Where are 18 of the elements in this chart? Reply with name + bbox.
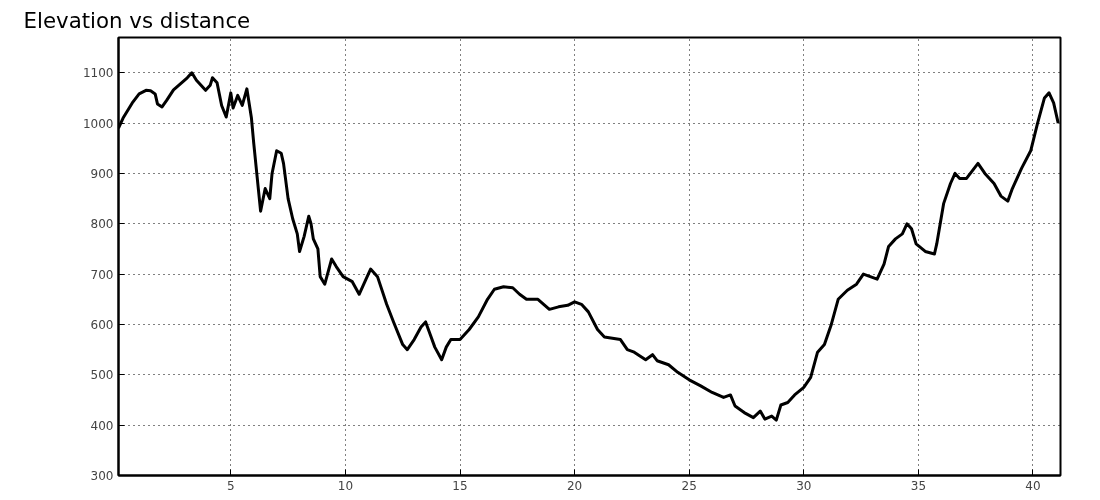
x-tick-label: 25 <box>681 478 697 493</box>
y-tick-label: 600 <box>90 317 114 332</box>
y-tick-label: 1000 <box>82 116 114 131</box>
x-tick-label: 20 <box>566 478 583 493</box>
y-tick-label: 900 <box>90 166 114 181</box>
x-tick-label: 15 <box>452 478 468 493</box>
y-tick-label: 800 <box>90 217 114 232</box>
y-tick-label: 300 <box>90 469 114 483</box>
x-tick-label: 30 <box>796 478 812 493</box>
x-tick-label: 40 <box>1025 478 1041 493</box>
chart-title: Elevation vs distance <box>23 7 251 33</box>
y-tick-label: 400 <box>90 418 114 433</box>
y-tick-label: 1100 <box>82 66 114 81</box>
y-tick-label: 700 <box>90 267 114 282</box>
y-tick-label: 500 <box>90 368 114 383</box>
x-tick-label: 35 <box>910 478 927 493</box>
x-tick-label: 10 <box>337 478 354 493</box>
x-tick-label: 5 <box>226 478 235 493</box>
